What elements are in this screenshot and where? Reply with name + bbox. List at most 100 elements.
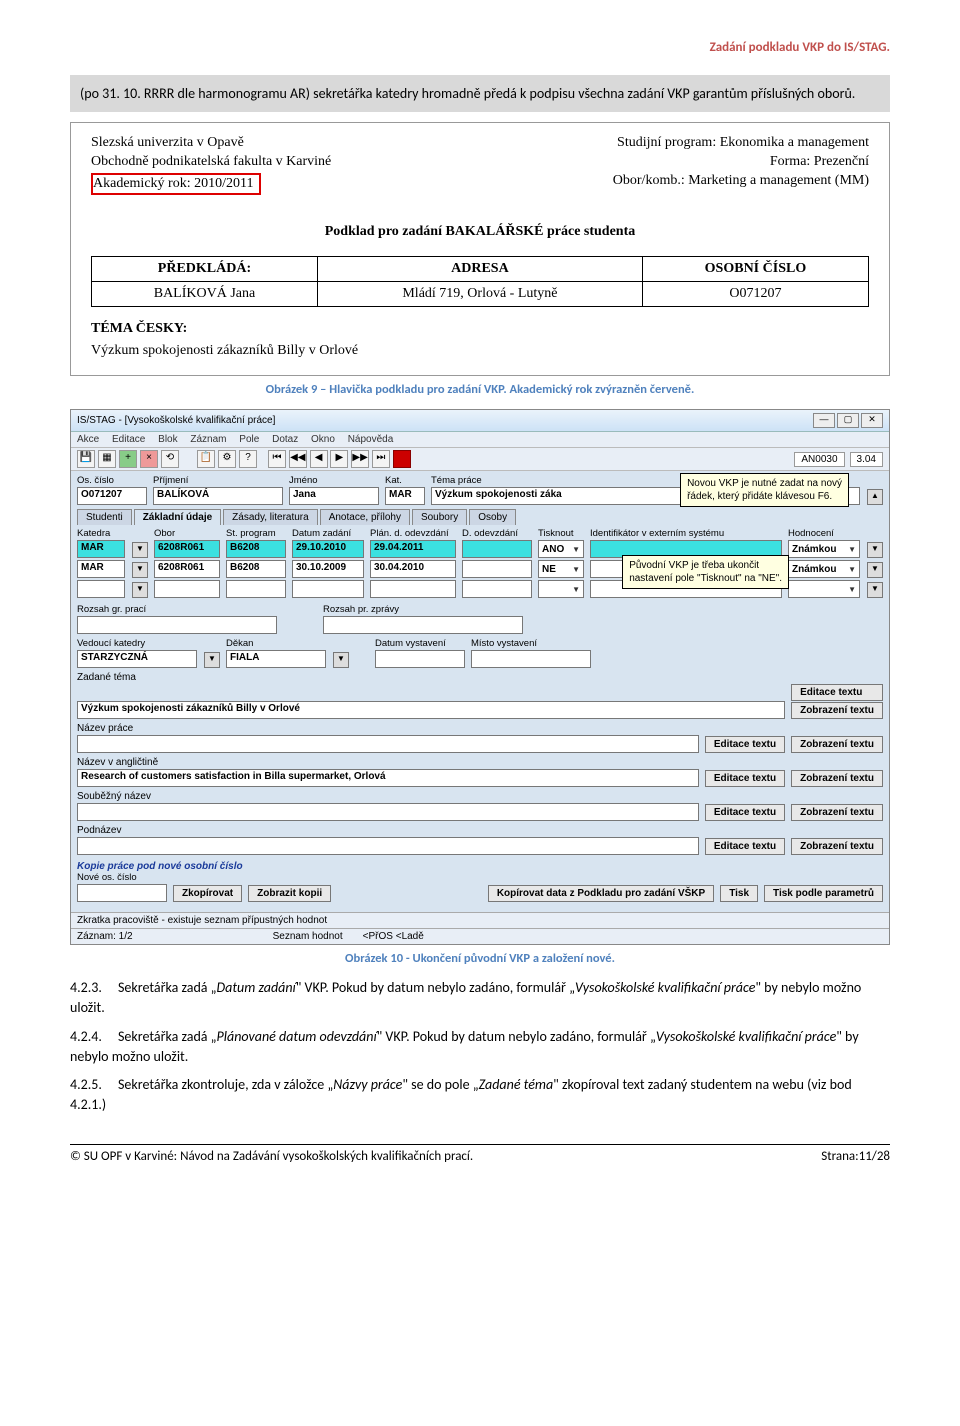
caption-1: Obrázek 9 – Hlavička podkladu pro zadání… bbox=[70, 382, 890, 397]
tisknout-select[interactable]: ANO▼ bbox=[538, 540, 584, 558]
menu-dotaz[interactable]: Dotaz bbox=[272, 434, 298, 445]
app-window: IS/STAG - [Vysokoškolské kvalifikační pr… bbox=[70, 409, 890, 945]
tool-icon[interactable]: 💾 bbox=[77, 450, 95, 468]
vedouci-input[interactable]: STARZYCZNÁ bbox=[77, 650, 197, 668]
tool-icon[interactable]: ? bbox=[239, 450, 257, 468]
university: Slezská univerzita v Opavě bbox=[91, 135, 331, 151]
menu-okno[interactable]: Okno bbox=[311, 434, 335, 445]
editace-textu-button[interactable]: Editace textu bbox=[705, 770, 785, 787]
stprog-input[interactable]: B6208 bbox=[226, 560, 286, 578]
jmeno-input[interactable]: Jana bbox=[289, 487, 379, 505]
row-dropdown-icon[interactable]: ▼ bbox=[867, 562, 883, 578]
tool-icon[interactable]: × bbox=[140, 450, 158, 468]
tisk-parametru-button[interactable]: Tisk podle parametrů bbox=[764, 885, 883, 902]
menu-pole[interactable]: Pole bbox=[239, 434, 259, 445]
tisknout-select[interactable]: NE▼ bbox=[538, 560, 584, 578]
zobrazeni-textu-button[interactable]: Zobrazení textu bbox=[791, 804, 883, 821]
stprog-input[interactable]: B6208 bbox=[226, 540, 286, 558]
tool-icon[interactable]: ▦ bbox=[98, 450, 116, 468]
rozsahgr-input[interactable] bbox=[77, 616, 277, 634]
datzadani-input[interactable]: 30.10.2009 bbox=[292, 560, 364, 578]
row-dropdown-icon[interactable]: ▼ bbox=[867, 542, 883, 558]
tab-zasady[interactable]: Zásady, literatura bbox=[223, 509, 318, 525]
menu-akce[interactable]: Akce bbox=[77, 434, 99, 445]
menu-napoveda[interactable]: Nápověda bbox=[348, 434, 394, 445]
zobrazeni-textu-button[interactable]: Zobrazení textu bbox=[791, 736, 883, 753]
nazeven-input[interactable]: Research of customers satisfaction in Bi… bbox=[77, 769, 699, 787]
zobrazeni-textu-button[interactable]: Zobrazení textu bbox=[791, 702, 883, 719]
nav-fwd-icon[interactable]: ▶ bbox=[330, 450, 348, 468]
menu-editace[interactable]: Editace bbox=[112, 434, 145, 445]
titlebar: IS/STAG - [Vysokoškolské kvalifikační pr… bbox=[71, 410, 889, 432]
tool-icon[interactable]: 📋 bbox=[197, 450, 215, 468]
stop-icon[interactable] bbox=[393, 450, 411, 468]
mistovyst-input[interactable] bbox=[471, 650, 591, 668]
obor-input[interactable]: 6208R061 bbox=[154, 540, 220, 558]
nav-next-icon[interactable]: ▶▶ bbox=[351, 450, 369, 468]
tool-icon[interactable]: ⟲ bbox=[161, 450, 179, 468]
editace-textu-button[interactable]: Editace textu bbox=[705, 838, 785, 855]
planodevz-input[interactable]: 30.04.2010 bbox=[370, 560, 456, 578]
kat-input[interactable]: MAR bbox=[385, 487, 425, 505]
katedra-input[interactable]: MAR bbox=[77, 540, 125, 558]
dropdown-icon[interactable]: ▼ bbox=[132, 562, 148, 578]
tisk-button[interactable]: Tisk bbox=[720, 885, 758, 902]
close-icon[interactable]: ✕ bbox=[861, 413, 883, 428]
tool-icon[interactable]: ⚙ bbox=[218, 450, 236, 468]
datzadani-input[interactable]: 29.10.2010 bbox=[292, 540, 364, 558]
planodevz-input[interactable]: 29.04.2011 bbox=[370, 540, 456, 558]
datvyst-input[interactable] bbox=[375, 650, 465, 668]
nav-prev-icon[interactable]: ◀◀ bbox=[289, 450, 307, 468]
menubar: Akce Editace Blok Záznam Pole Dotaz Okno… bbox=[71, 432, 889, 448]
row-dropdown-icon[interactable]: ▼ bbox=[867, 582, 883, 598]
obor-input[interactable]: 6208R061 bbox=[154, 560, 220, 578]
zadtema-input[interactable]: Výzkum spokojenosti zákazníků Billy v Or… bbox=[77, 701, 785, 719]
zobrazit-kopii-button[interactable]: Zobrazit kopii bbox=[248, 885, 331, 902]
hodnoceni-select[interactable]: Známkou▼ bbox=[788, 560, 860, 578]
nav-first-icon[interactable]: ⏮ bbox=[268, 450, 286, 468]
tab-osoby[interactable]: Osoby bbox=[469, 509, 516, 525]
nav-last-icon[interactable]: ⏭ bbox=[372, 450, 390, 468]
tab-anotace[interactable]: Anotace, přílohy bbox=[320, 509, 410, 525]
rozsahpr-input[interactable] bbox=[323, 616, 523, 634]
minimize-icon[interactable]: — bbox=[813, 413, 835, 428]
soubeznynazev-input[interactable] bbox=[77, 803, 699, 821]
faculty: Obchodně podnikatelská fakulta v Karviné bbox=[91, 154, 331, 170]
menu-blok[interactable]: Blok bbox=[158, 434, 177, 445]
form-code: AN0030 bbox=[794, 452, 844, 467]
editace-textu-button[interactable]: Editace textu bbox=[791, 684, 883, 701]
dekan-input[interactable]: FIALA bbox=[226, 650, 326, 668]
dropdown-icon[interactable]: ▼ bbox=[333, 652, 349, 668]
dropdown-icon[interactable]: ▼ bbox=[204, 652, 220, 668]
page-footer: © SU OPF v Karviné: Návod na Zadávání vy… bbox=[70, 1144, 890, 1164]
nazev-input[interactable] bbox=[77, 735, 699, 753]
prijmeni-input[interactable]: BALÍKOVÁ bbox=[153, 487, 283, 505]
dropdown-icon[interactable]: ▼ bbox=[132, 542, 148, 558]
zkopirovat-button[interactable]: Zkopírovat bbox=[173, 885, 242, 902]
dodevz-input[interactable] bbox=[462, 560, 532, 578]
window-title: IS/STAG - [Vysokoškolské kvalifikační pr… bbox=[77, 415, 275, 426]
oscislo-input[interactable]: O071207 bbox=[77, 487, 147, 505]
katedra-input[interactable]: MAR bbox=[77, 560, 125, 578]
hodnoceni-select[interactable]: Známkou▼ bbox=[788, 540, 860, 558]
tab-studenti[interactable]: Studenti bbox=[77, 509, 132, 525]
tab-soubory[interactable]: Soubory bbox=[412, 509, 467, 525]
podnazev-input[interactable] bbox=[77, 837, 699, 855]
dropdown-icon[interactable]: ▼ bbox=[132, 582, 148, 598]
scroll-up-icon[interactable]: ▲ bbox=[867, 489, 883, 505]
maximize-icon[interactable]: ▢ bbox=[837, 413, 859, 428]
editace-textu-button[interactable]: Editace textu bbox=[705, 736, 785, 753]
statusbar: Záznam: 1/2 Seznam hodnot <PřOS <Ladě bbox=[71, 928, 889, 944]
zobrazeni-textu-button[interactable]: Zobrazení textu bbox=[791, 770, 883, 787]
tool-icon[interactable]: + bbox=[119, 450, 137, 468]
dodevz-input[interactable] bbox=[462, 540, 532, 558]
noveos-input[interactable] bbox=[77, 884, 167, 902]
editace-textu-button[interactable]: Editace textu bbox=[705, 804, 785, 821]
academic-year-highlight: Akademický rok: 2010/2011 bbox=[91, 173, 261, 195]
menu-zaznam[interactable]: Záznam bbox=[190, 434, 226, 445]
document-title: Podklad pro zadání BAKALÁŘSKÉ práce stud… bbox=[91, 224, 869, 240]
nav-back-icon[interactable]: ◀ bbox=[310, 450, 328, 468]
zobrazeni-textu-button[interactable]: Zobrazení textu bbox=[791, 838, 883, 855]
tab-zakladni[interactable]: Základní údaje bbox=[134, 509, 221, 525]
kopirovat-data-button[interactable]: Kopírovat data z Podkladu pro zadání VŠK… bbox=[488, 885, 714, 902]
